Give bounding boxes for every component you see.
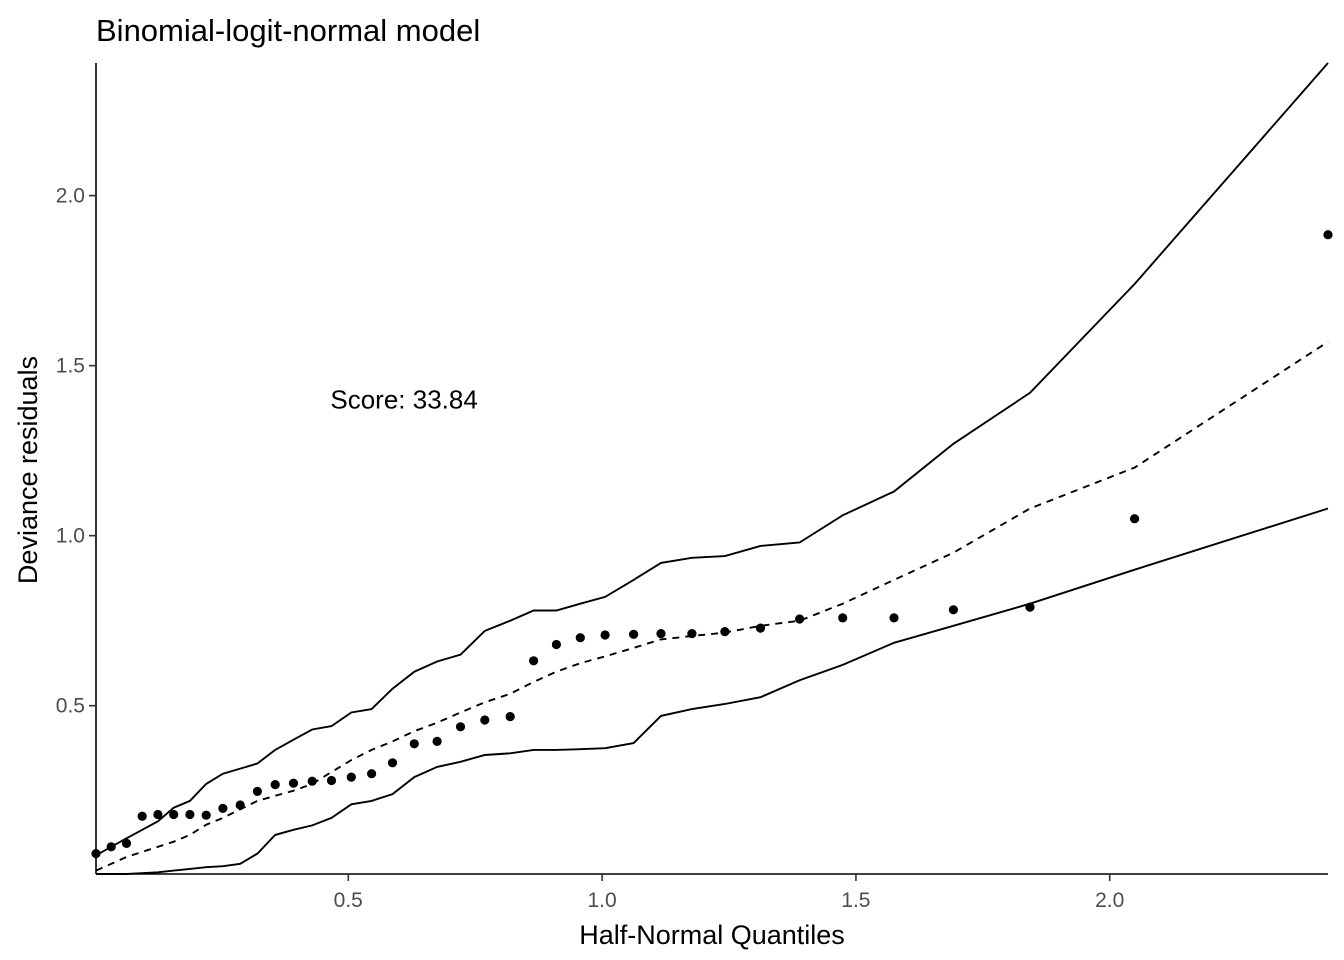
data-point bbox=[755, 623, 766, 633]
data-point bbox=[656, 629, 666, 639]
data-point bbox=[185, 809, 195, 820]
score-annotation: Score: 33.84 bbox=[330, 385, 477, 415]
data-point bbox=[795, 614, 805, 624]
data-point bbox=[409, 739, 419, 749]
data-point bbox=[1323, 230, 1333, 240]
data-point bbox=[387, 758, 398, 768]
data-point bbox=[307, 776, 317, 786]
data-point bbox=[551, 639, 562, 650]
y-tick-label: 1.0 bbox=[56, 525, 85, 548]
data-point bbox=[1130, 514, 1140, 524]
chart-title: Binomial-logit-normal model bbox=[96, 13, 480, 48]
x-tick-label: 0.5 bbox=[334, 889, 363, 912]
mean-line-dashed bbox=[95, 341, 1329, 872]
x-axis-ticks: 0.5 1.0 1.5 2.0 bbox=[334, 874, 1124, 912]
envelope-line-2 bbox=[96, 507, 1329, 875]
data-point bbox=[201, 810, 211, 820]
data-point bbox=[480, 715, 490, 725]
data-point bbox=[121, 838, 132, 849]
data-point bbox=[505, 712, 515, 722]
data-point bbox=[169, 809, 179, 820]
data-point bbox=[629, 629, 639, 639]
data-point bbox=[367, 769, 377, 779]
data-point bbox=[720, 627, 730, 637]
data-point bbox=[575, 633, 585, 643]
data-point bbox=[106, 842, 116, 852]
data-point bbox=[326, 775, 337, 786]
data-point bbox=[529, 656, 539, 666]
x-tick-label: 1.5 bbox=[841, 889, 870, 912]
data-point bbox=[455, 722, 466, 732]
data-point bbox=[252, 786, 262, 797]
data-point bbox=[288, 778, 299, 788]
data-point bbox=[137, 811, 147, 821]
data-point bbox=[838, 613, 848, 623]
data-point bbox=[346, 772, 356, 782]
data-point bbox=[889, 613, 899, 623]
data-point bbox=[687, 629, 697, 639]
x-tick-label: 2.0 bbox=[1095, 889, 1124, 912]
data-point bbox=[218, 803, 228, 814]
data-point bbox=[270, 780, 280, 790]
y-tick-label: 0.5 bbox=[56, 695, 85, 718]
data-point bbox=[153, 809, 163, 820]
y-tick-label: 1.5 bbox=[56, 355, 85, 378]
x-axis-title: Half-Normal Quantiles bbox=[579, 920, 845, 950]
envelope-lines bbox=[95, 62, 1329, 875]
data-point bbox=[235, 800, 245, 810]
envelope-line-1 bbox=[95, 62, 1329, 857]
data-point bbox=[600, 630, 610, 640]
data-points bbox=[91, 230, 1333, 859]
y-axis-title: Deviance residuals bbox=[13, 356, 43, 584]
data-point bbox=[432, 736, 442, 747]
x-tick-label: 1.0 bbox=[587, 889, 616, 912]
data-point bbox=[948, 605, 959, 615]
y-axis-ticks: 0.5 1.0 1.5 2.0 bbox=[56, 185, 96, 718]
data-point bbox=[1025, 602, 1035, 612]
y-tick-label: 2.0 bbox=[56, 185, 85, 208]
